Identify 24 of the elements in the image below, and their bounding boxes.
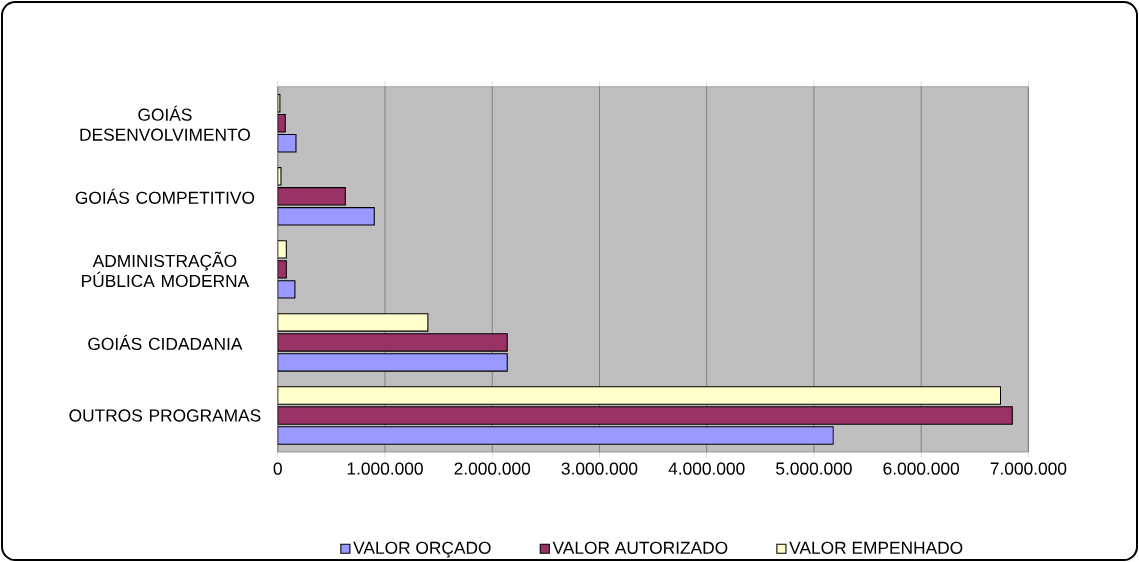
bar (277, 406, 1013, 425)
y-tick-label: ADMINISTRAÇÃO PÚBLICA MODERNA (82, 251, 250, 288)
bar (277, 386, 1002, 405)
y-tick-label: GOIÁS CIDADANIA (88, 334, 243, 351)
bar (277, 207, 375, 226)
x-tick-label: 2.000.000 (454, 462, 531, 475)
bar (277, 333, 508, 352)
y-tick-label: OUTROS PROGRAMAS (69, 409, 261, 422)
bar (277, 426, 834, 445)
bar (277, 313, 429, 332)
x-tick-label: 3.000.000 (561, 462, 638, 475)
x-tick-label: 1.000.000 (347, 462, 423, 475)
x-tick-label: 4.000.000 (668, 462, 745, 475)
bar (277, 353, 508, 372)
legend-label: VALOR AUTORIZADO (552, 541, 728, 554)
y-tick-label: GOIÁS DESENVOLVIMENTO (80, 105, 250, 141)
x-tick-label: 6.000.000 (883, 462, 960, 475)
x-tick-label: 5.000.000 (776, 462, 852, 475)
bar (277, 187, 346, 206)
x-tick-label: 7.000.000 (990, 462, 1067, 475)
y-tick-label: GOIÁS COMPETITIVO (75, 188, 255, 204)
legend-label: VALOR ORÇADO (353, 541, 491, 558)
x-tick-label: 0 (273, 462, 282, 475)
legend-label: VALOR EMPENHADO (789, 541, 963, 554)
